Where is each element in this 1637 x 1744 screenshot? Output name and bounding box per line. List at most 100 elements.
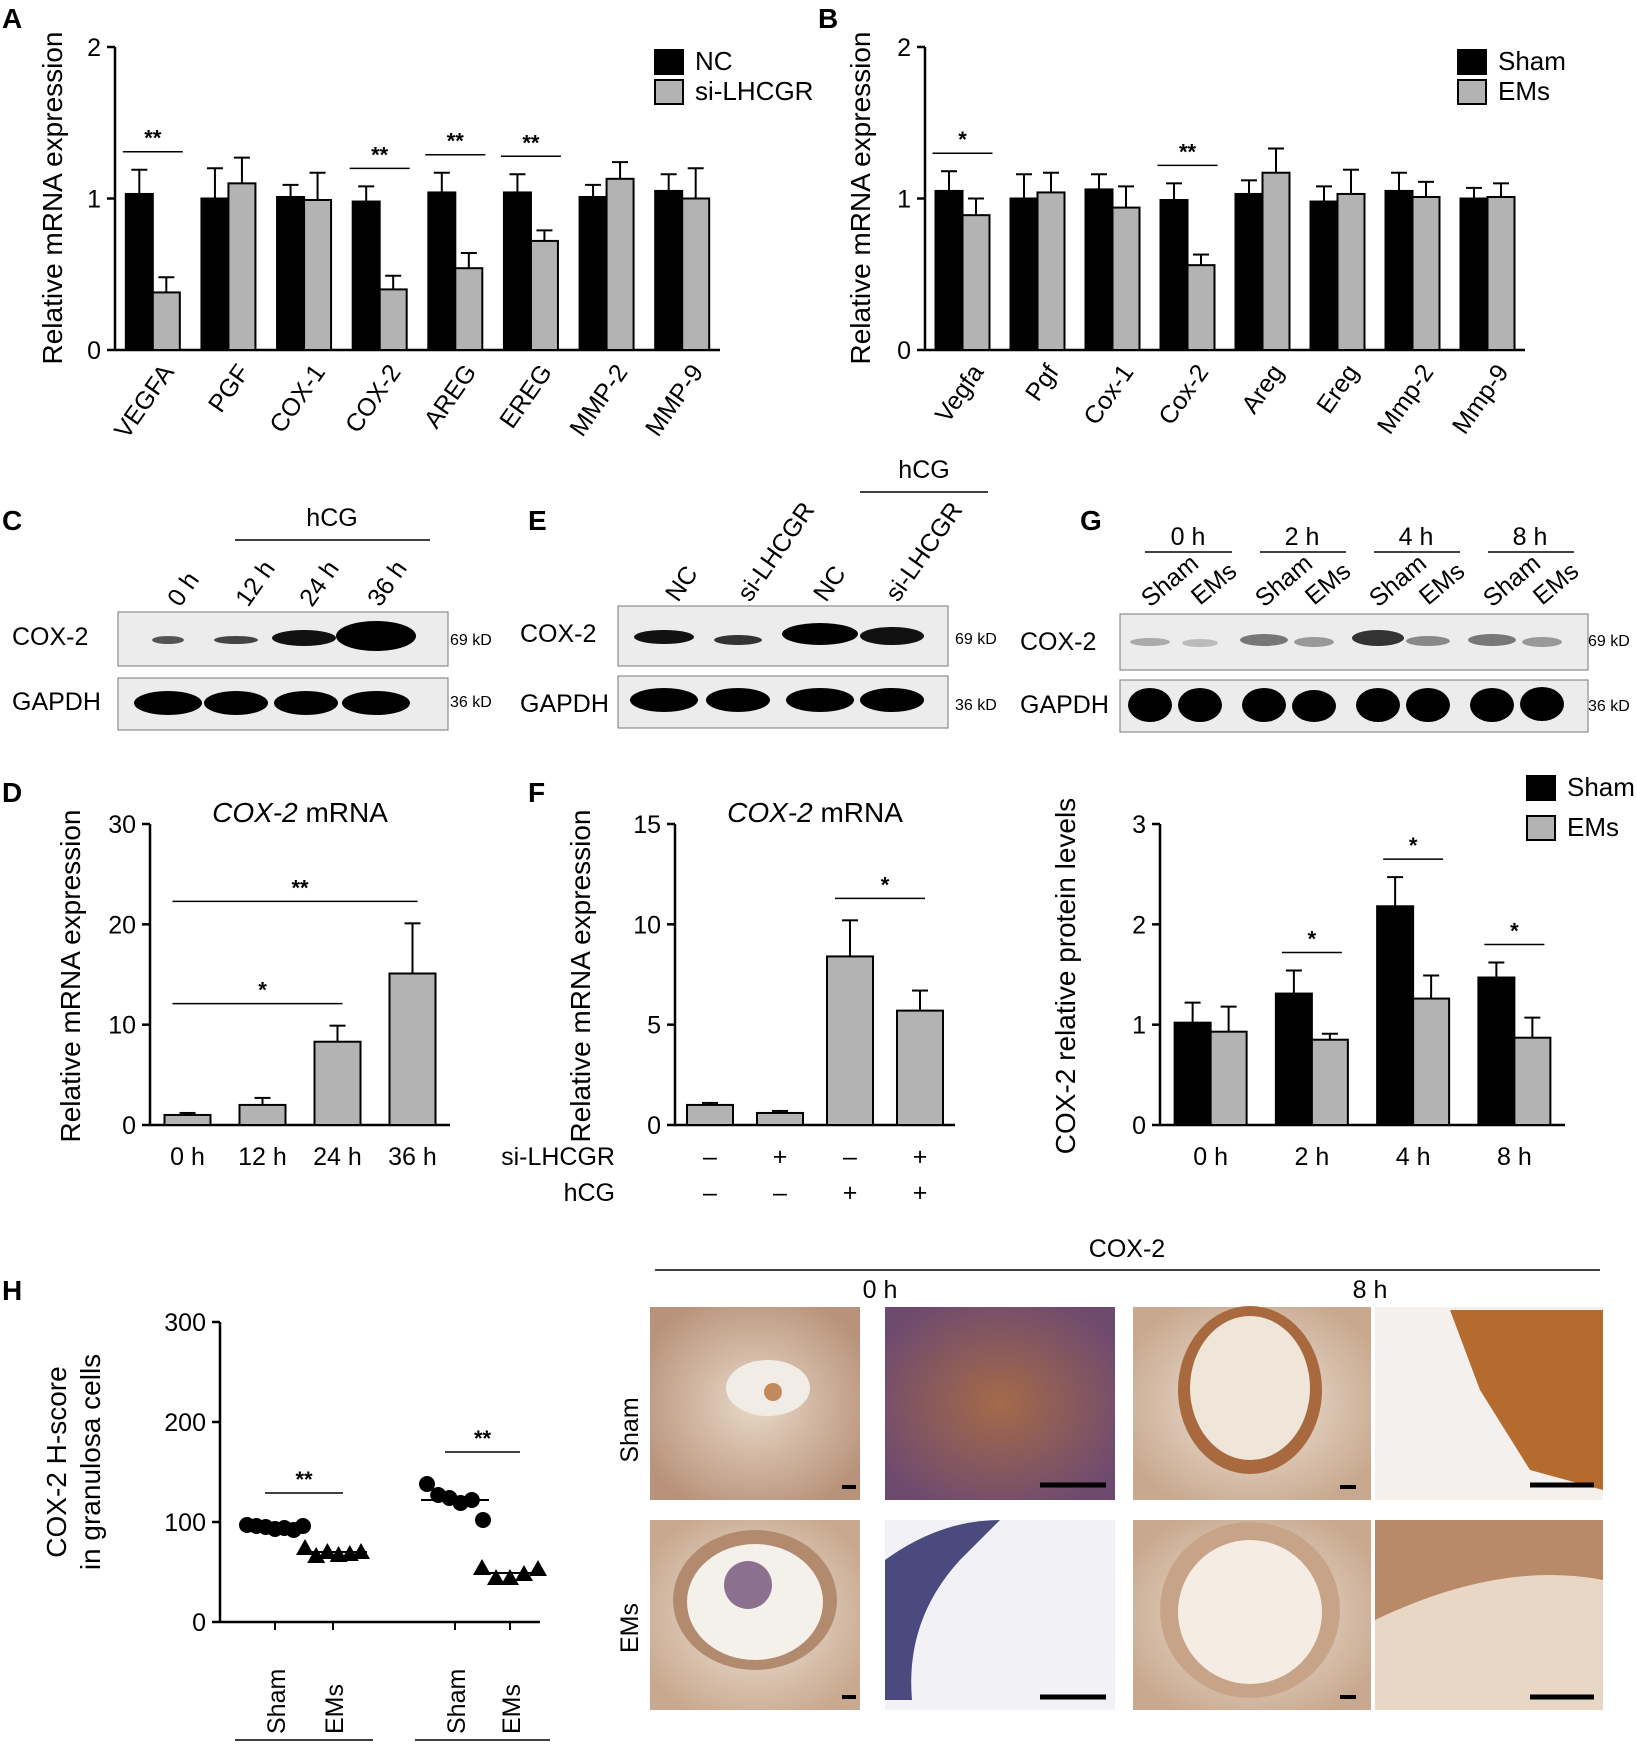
blot-c-kd-cox2: 69 kD xyxy=(450,632,492,649)
condition-label: hCG xyxy=(564,1179,615,1207)
blot-c-row-cox2: COX-2 xyxy=(12,623,88,651)
bar-value xyxy=(388,972,437,1126)
x-tick-label: VEGFA xyxy=(109,359,180,444)
blot-g-lane-5: Sham xyxy=(1364,549,1432,612)
panel-label-d: D xyxy=(2,777,22,808)
x-tick-label: Areg xyxy=(1236,359,1289,418)
bar-nc xyxy=(502,191,532,351)
y-tick-label: 1 xyxy=(897,186,911,214)
blot-c-band xyxy=(272,630,336,646)
bar-si-lhcgr xyxy=(605,177,635,351)
blot-c-band xyxy=(342,691,410,715)
bar-value xyxy=(163,1113,212,1127)
blot-g-time-3: 4 h xyxy=(1399,523,1434,551)
y-tick-label: 1 xyxy=(1132,1012,1146,1040)
legend-swatch xyxy=(1457,79,1487,105)
y-axis-label: Relative mRNA expression xyxy=(565,809,596,1142)
blot-c-kd-gapdh: 36 kD xyxy=(450,694,492,711)
y-tick-label: 10 xyxy=(633,911,661,939)
blot-g-band xyxy=(1182,639,1218,647)
bar-si-lhcgr xyxy=(529,239,559,351)
ihc-title: COX-2 xyxy=(1089,1235,1165,1263)
data-point-sham xyxy=(475,1512,491,1528)
ihc-time-0h: 0 h xyxy=(863,1276,898,1304)
blot-c-band xyxy=(134,691,202,715)
blot-c-lane-2: 12 h xyxy=(230,556,281,612)
y-tick-label: 200 xyxy=(164,1409,206,1437)
panel-label-b: B xyxy=(818,3,838,34)
bar-ems xyxy=(1336,192,1366,351)
x-tick-label: Cox-1 xyxy=(1078,359,1139,430)
blot-g-band xyxy=(1406,636,1450,646)
y-tick-label: 0 xyxy=(897,337,911,365)
x-tick-label: PGF xyxy=(203,359,255,417)
x-tick-label: Sham xyxy=(263,1669,291,1734)
bar-sham xyxy=(934,189,964,351)
bar-ems xyxy=(1209,1030,1248,1126)
blot-c-band xyxy=(152,636,184,644)
blot-g-band xyxy=(1240,634,1288,646)
blot-e-row-cox2: COX-2 xyxy=(520,620,596,648)
x-tick-label: COX-2 xyxy=(340,359,407,438)
x-tick-label: 8 h xyxy=(1497,1143,1532,1171)
bar-si-lhcgr xyxy=(151,291,181,351)
blot-e-band xyxy=(714,635,762,645)
significance-marker: ** xyxy=(1179,139,1197,164)
bar-sham xyxy=(1384,189,1414,351)
significance-marker: * xyxy=(881,872,890,897)
bar-nc xyxy=(578,195,608,351)
panel-label-e: E xyxy=(528,505,547,536)
blot-g-time-4: 8 h xyxy=(1513,523,1548,551)
blot-g-band xyxy=(1406,688,1450,722)
blot-c-lane-1: 0 h xyxy=(162,567,205,612)
significance-marker: ** xyxy=(447,129,465,154)
blot-c-hcg-label: hCG xyxy=(306,504,357,532)
bar-ems xyxy=(1412,997,1451,1127)
blot-c-band xyxy=(336,621,416,651)
blot-c-band xyxy=(214,636,258,644)
y-tick-label: 2 xyxy=(87,34,101,62)
bar-ems xyxy=(1036,191,1066,351)
blot-g-band xyxy=(1128,688,1172,722)
x-tick-label: EREG xyxy=(494,359,558,433)
legend-label: Sham xyxy=(1498,46,1566,76)
y-tick-label: 0 xyxy=(1132,1112,1146,1140)
y-tick-label: 1 xyxy=(87,186,101,214)
chart-b-mrna-ems: 0 1 2 Relative mRNA expression Vegfa Pgf Cox-1… xyxy=(845,31,1566,439)
panel-label-h: H xyxy=(2,1275,22,1306)
blot-e-lane-3: NC xyxy=(808,561,852,607)
x-tick-label: 0 h xyxy=(1193,1143,1228,1171)
bar-nc xyxy=(124,192,154,351)
significance-marker: ** xyxy=(295,1467,313,1492)
blot-g-band xyxy=(1470,688,1514,722)
significance-marker: ** xyxy=(371,142,389,167)
x-tick-label: EMs xyxy=(498,1684,526,1734)
y-axis-label: COX-2 H-score in granulosa cells xyxy=(41,1354,106,1570)
condition-value: – xyxy=(703,1143,717,1171)
bar-ems xyxy=(1261,171,1291,351)
significance-marker: ** xyxy=(522,130,540,155)
bar-sham xyxy=(1459,197,1489,351)
bar-nc xyxy=(276,195,306,351)
bar-sham xyxy=(1084,188,1114,351)
blot-g-band xyxy=(1178,688,1222,722)
legend-swatch xyxy=(1526,815,1556,841)
blot-g-band xyxy=(1242,688,1286,722)
bar-value xyxy=(826,955,874,1126)
x-tick-label: COX-1 xyxy=(264,359,331,438)
ihc-row-ems: EMs xyxy=(616,1603,644,1653)
western-blot-e: hCG NC si-LHCGR NC si-LHCGR COX-2 GAPDH … xyxy=(520,456,997,729)
bar-si-lhcgr xyxy=(681,197,711,351)
y-tick-label: 100 xyxy=(164,1509,206,1537)
condition-value: – xyxy=(843,1143,857,1171)
x-tick-label: MMP-2 xyxy=(564,359,633,441)
x-tick-label: 2 h xyxy=(1294,1143,1329,1171)
x-tick-label: Ereg xyxy=(1311,359,1364,418)
bar-nc xyxy=(200,197,230,351)
ihc-row-sham: Sham xyxy=(616,1397,644,1462)
bar-sham xyxy=(1159,199,1189,351)
y-tick-label: 0 xyxy=(87,337,101,365)
panel-label-g: G xyxy=(1080,505,1102,536)
data-point-ems xyxy=(473,1559,491,1575)
